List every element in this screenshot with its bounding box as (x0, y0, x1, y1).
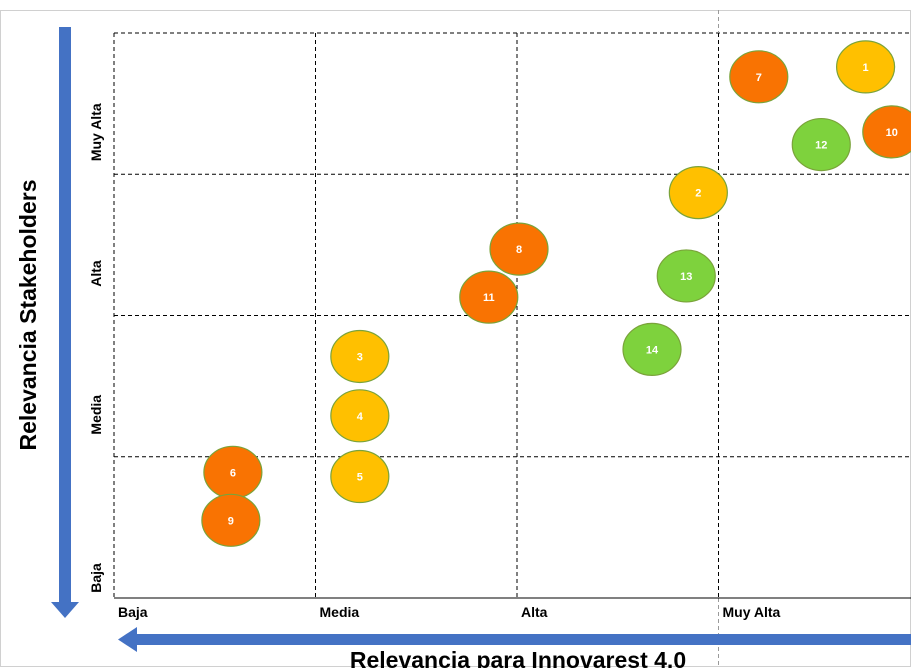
data-point: 5 (330, 449, 390, 504)
bubble-label: 13 (680, 271, 692, 283)
data-point: 9 (201, 493, 261, 547)
data-point: 6 (203, 445, 263, 499)
data-point: 8 (489, 222, 549, 276)
bubble-yellow (330, 329, 390, 384)
x-tick-label: Muy Alta (723, 604, 781, 620)
bubble-orange (201, 493, 261, 547)
bubble-label: 3 (357, 351, 363, 363)
bubble-label: 4 (357, 411, 364, 423)
y-tick-label: Baja (88, 563, 104, 593)
bubble-label: 11 (483, 292, 495, 304)
y-tick-label: Media (88, 395, 104, 435)
bubble-green (622, 322, 682, 376)
x-tick-label: Media (320, 604, 360, 620)
bubble-green (656, 249, 716, 303)
bubble-yellow (835, 40, 896, 94)
bubble-label: 1 (863, 62, 869, 74)
bubble-label: 9 (228, 515, 234, 527)
data-point: 3 (330, 329, 390, 384)
bubble-orange (862, 105, 911, 159)
data-point: 12 (791, 117, 851, 172)
data-point: 1 (835, 40, 896, 94)
bubble-orange (729, 50, 789, 104)
x-axis-title: Relevancia para Innovarest 4.0 (350, 647, 686, 668)
bubble-yellow (330, 449, 390, 504)
bubble-label: 6 (230, 467, 236, 479)
data-point: 11 (459, 270, 519, 324)
bubble-orange (459, 270, 519, 324)
bubble-green (791, 117, 851, 172)
y-tick-label: Alta (88, 260, 104, 287)
data-point: 4 (330, 389, 390, 443)
y-axis-arrow-head (51, 602, 79, 618)
bubble-label: 2 (695, 188, 701, 200)
data-point: 13 (656, 249, 716, 303)
y-axis-title: Relevancia Stakeholders (15, 179, 41, 450)
bubble-label: 7 (756, 72, 762, 84)
bubble-label: 8 (516, 244, 522, 256)
bubble-yellow (330, 389, 390, 443)
grid (113, 10, 911, 668)
data-point: 2 (668, 166, 728, 220)
bubble-label: 5 (357, 472, 363, 484)
x-axis-arrow-shaft (135, 634, 911, 645)
axes (51, 27, 911, 652)
y-tick-label: Muy Alta (88, 103, 104, 161)
data-point: 10 (862, 105, 911, 159)
bubble-label: 10 (886, 127, 898, 139)
x-tick-label: Alta (521, 604, 548, 620)
x-tick-label: Baja (118, 604, 148, 620)
data-point: 7 (729, 50, 789, 104)
y-axis-arrow-shaft (59, 27, 71, 604)
bubble-label: 14 (646, 344, 659, 356)
bubble-orange (489, 222, 549, 276)
x-axis-arrow-head (118, 627, 137, 652)
bubble-label: 12 (815, 140, 827, 152)
bubble-yellow (668, 166, 728, 220)
data-point: 14 (622, 322, 682, 376)
tick-labels: Baja Media Alta Muy Alta Baja Media Alta Muy Al… (88, 103, 781, 620)
